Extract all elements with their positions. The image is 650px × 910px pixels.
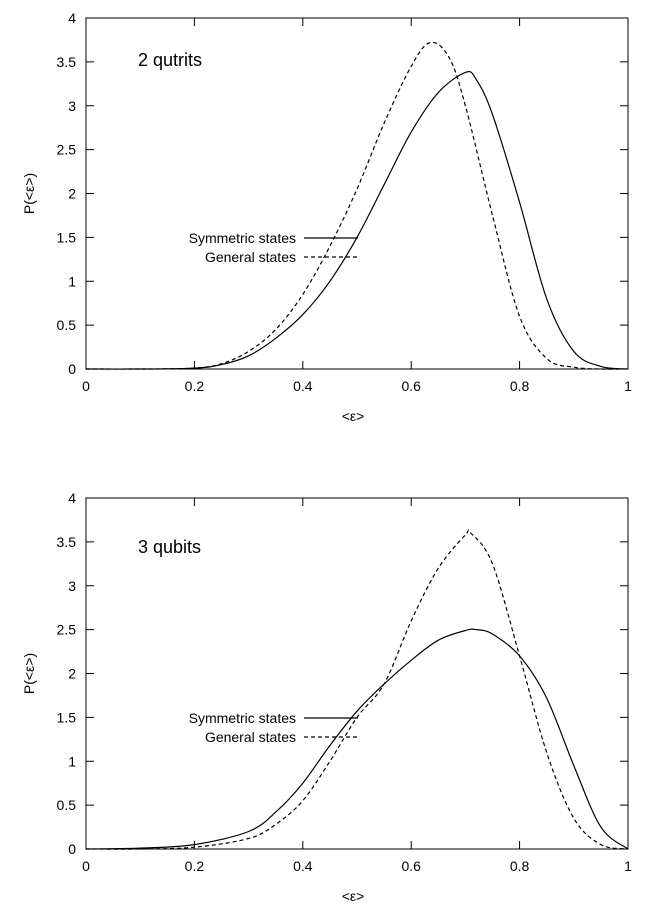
y-tick-label: 3 (68, 578, 76, 594)
chart-panel-2: 0 0.2 0.4 0.6 0.8 1 0 0.5 1 1.5 2 2.5 3 3.5 4 <ε> P(<ε>)… (21, 490, 632, 904)
legend-label-symmetric-states: Symmetric states (189, 230, 296, 246)
chart-panel-1: 0 0.2 0.4 0.6 0.8 1 0 0.5 1 1.5 2 2.5 3 3.5 4 <ε> P(<ε>)… (21, 10, 632, 424)
legend-label-symmetric-states: Symmetric states (189, 710, 296, 726)
x-tick-label: 0.6 (401, 378, 421, 394)
y-tick-label: 4 (68, 10, 76, 26)
series-line-symmetric-states (85, 628, 629, 850)
y-tick-label: 0 (68, 841, 76, 857)
legend-label-general-states: General states (205, 249, 296, 265)
y-tick-label: 2 (68, 186, 76, 202)
y-axis-label: P(<ε>) (21, 173, 37, 214)
x-tick-label: 0.6 (401, 858, 421, 874)
y-tick-label: 3 (68, 98, 76, 114)
series-line-general-states (85, 41, 629, 370)
x-tick-label: 0.8 (510, 858, 530, 874)
y-tick-label: 3.5 (57, 534, 77, 550)
x-axis-label: <ε> (342, 888, 365, 904)
y-tick-label: 3.5 (57, 54, 77, 70)
y-tick-label: 0.5 (57, 317, 77, 333)
y-axis-label: P(<ε>) (21, 653, 37, 694)
series-line-symmetric-states (85, 70, 629, 370)
y-tick-label: 1.5 (57, 229, 77, 245)
y-tick-label: 1 (68, 753, 76, 769)
x-tick-label: 1 (624, 858, 632, 874)
y-tick-label: 2.5 (57, 142, 77, 158)
y-tick-label: 1 (68, 273, 76, 289)
y-tick-label: 4 (68, 490, 76, 506)
x-tick-label: 0 (82, 378, 90, 394)
x-tick-label: 0.2 (185, 378, 205, 394)
panel-annotation: 3 qubits (138, 537, 201, 557)
y-tick-label: 2.5 (57, 622, 77, 638)
x-axis-label: <ε> (342, 408, 365, 424)
x-tick-label: 1 (624, 378, 632, 394)
x-tick-label: 0.8 (510, 378, 530, 394)
x-tick-label: 0.4 (293, 858, 313, 874)
x-tick-label: 0.2 (185, 858, 205, 874)
y-tick-label: 0 (68, 361, 76, 377)
x-tick-label: 0 (82, 858, 90, 874)
panel-annotation: 2 qutrits (138, 50, 202, 70)
plot-frame (85, 17, 629, 370)
y-tick-label: 2 (68, 666, 76, 682)
y-tick-label: 1.5 (57, 709, 77, 725)
series-line-general-states (85, 529, 629, 850)
legend-label-general-states: General states (205, 729, 296, 745)
x-tick-label: 0.4 (293, 378, 313, 394)
y-tick-label: 0.5 (57, 797, 77, 813)
